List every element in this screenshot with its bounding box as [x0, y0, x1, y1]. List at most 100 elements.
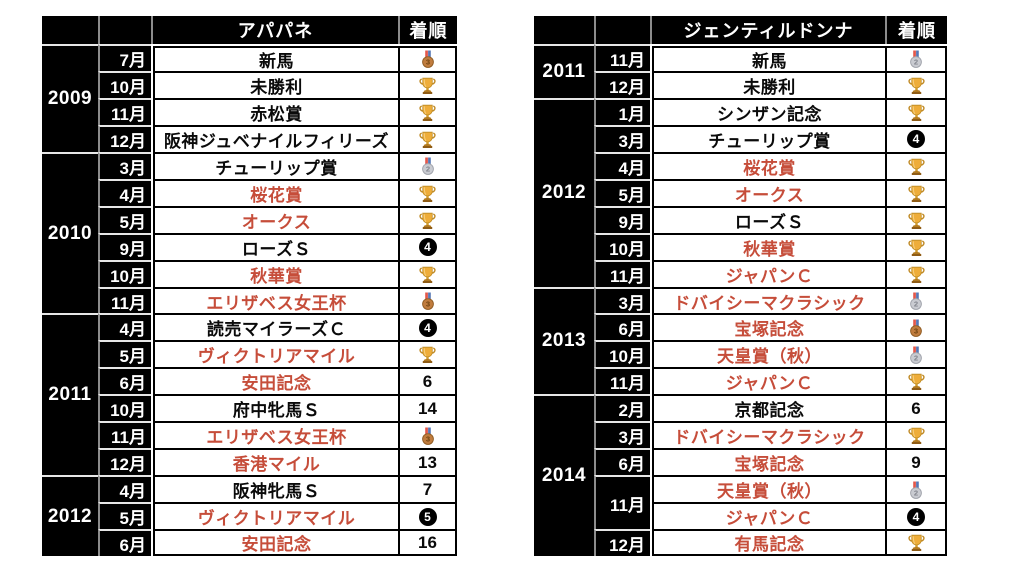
- year-cell: 2010: [42, 151, 98, 314]
- race-cell: シンザン記念: [652, 97, 885, 125]
- month-cell: 6月: [594, 313, 650, 341]
- svg-text:2: 2: [914, 354, 918, 363]
- race-cell: 天皇賞（秋）: [652, 475, 885, 503]
- trophy-icon: [907, 266, 925, 283]
- header-blank-year: [42, 16, 98, 44]
- trophy-icon: [419, 104, 436, 121]
- rank-badge-circled: 4: [418, 238, 437, 257]
- year-cell: 2011: [534, 44, 594, 98]
- race-cell: 阪神ジュベナイルフィリーズ: [153, 124, 398, 152]
- month-cell: 12月: [594, 70, 650, 98]
- month-cell: 3月: [594, 124, 650, 152]
- race-cell: ジャパンＣ: [652, 502, 885, 530]
- rank-cell: [885, 232, 947, 260]
- rank-cell: 6: [398, 367, 457, 395]
- rank-number: 14: [418, 398, 437, 418]
- rank-cell: 16: [398, 529, 457, 556]
- month-cell: 11月: [98, 286, 151, 314]
- race-cell: 未勝利: [652, 70, 885, 98]
- year-cell: 2014: [534, 394, 594, 556]
- svg-text:3: 3: [425, 300, 429, 309]
- race-cell: オークス: [153, 205, 398, 233]
- header-blank-month: [594, 16, 650, 44]
- month-cell: 10月: [98, 259, 151, 287]
- race-cell: 香港マイル: [153, 448, 398, 476]
- year-cell: 2013: [534, 286, 594, 395]
- bronze-medal-icon: 3: [421, 51, 434, 69]
- race-cell: 宝塚記念: [652, 313, 885, 341]
- race-cell: 秋華賞: [153, 259, 398, 287]
- race-cell: エリザベス女王杯: [153, 421, 398, 449]
- month-cell: 6月: [98, 529, 151, 556]
- bronze-medal-icon: 3: [421, 427, 434, 445]
- race-cell: ジャパンＣ: [652, 259, 885, 287]
- month-cell: 10月: [594, 232, 650, 260]
- apapane-results-table: アパパネ 着順 2009 7月 新馬 3 10月 未勝利 11月 赤松賞 12月 阪神ジュベナイル…: [42, 16, 457, 556]
- race-cell: 宝塚記念: [652, 448, 885, 476]
- month-cell: 3月: [594, 286, 650, 314]
- race-cell: 新馬: [153, 46, 398, 71]
- race-cell: オークス: [652, 178, 885, 206]
- rank-cell: [885, 205, 947, 233]
- month-cell: 10月: [594, 340, 650, 368]
- rank-cell: 3: [885, 313, 947, 341]
- rank-cell: 9: [885, 448, 947, 476]
- trophy-icon: [419, 185, 436, 202]
- rank-cell: 3: [398, 46, 457, 71]
- month-cell: 6月: [594, 448, 650, 476]
- header-blank-year: [534, 16, 594, 44]
- month-cell: 4月: [98, 178, 151, 206]
- race-cell: 京都記念: [652, 394, 885, 422]
- trophy-icon: [907, 104, 925, 121]
- month-cell: 11月: [594, 367, 650, 395]
- trophy-icon: [907, 374, 925, 391]
- silver-medal-icon: 2: [910, 51, 922, 69]
- trophy-icon: [419, 131, 436, 148]
- rank-cell: [398, 178, 457, 206]
- trophy-icon: [907, 212, 925, 229]
- race-cell: ジャパンＣ: [652, 367, 885, 395]
- rank-cell: [885, 97, 947, 125]
- rank-cell: [885, 367, 947, 395]
- header-blank-month: [98, 16, 151, 44]
- table-title: ジェンティルドンナ: [650, 16, 885, 44]
- year-cell: 2011: [42, 313, 98, 476]
- race-cell: エリザベス女王杯: [153, 286, 398, 314]
- race-cell: 有馬記念: [652, 529, 885, 556]
- month-cell: 5月: [98, 502, 151, 530]
- rank-cell: [398, 205, 457, 233]
- rank-cell: [885, 421, 947, 449]
- rank-cell: [398, 259, 457, 287]
- rank-cell: 4: [398, 232, 457, 260]
- race-cell: 赤松賞: [153, 97, 398, 125]
- month-cell: 11月: [594, 475, 650, 530]
- rank-cell: 5: [398, 502, 457, 530]
- rank-cell: [398, 124, 457, 152]
- svg-text:2: 2: [425, 165, 429, 174]
- month-cell: 11月: [594, 259, 650, 287]
- rank-number: 13: [418, 452, 437, 472]
- rank-cell: [885, 151, 947, 179]
- month-cell: 5月: [98, 205, 151, 233]
- month-cell: 1月: [594, 97, 650, 125]
- year-cell: 2012: [534, 97, 594, 287]
- svg-text:2: 2: [914, 58, 918, 67]
- svg-text:3: 3: [914, 327, 918, 336]
- month-cell: 4月: [98, 313, 151, 341]
- rank-cell: [398, 340, 457, 368]
- race-cell: 秋華賞: [652, 232, 885, 260]
- silver-medal-icon: 2: [421, 157, 434, 176]
- rank-number: 9: [911, 452, 921, 472]
- rank-cell: 2: [885, 340, 947, 368]
- race-cell: 阪神牝馬Ｓ: [153, 475, 398, 503]
- race-cell: 府中牝馬Ｓ: [153, 394, 398, 422]
- race-cell: ヴィクトリアマイル: [153, 502, 398, 530]
- rank-column-header: 着順: [398, 16, 457, 44]
- rank-badge-circled: 4: [907, 130, 925, 149]
- rank-cell: 13: [398, 448, 457, 476]
- month-cell: 4月: [594, 151, 650, 179]
- trophy-icon: [907, 158, 925, 175]
- month-cell: 2月: [594, 394, 650, 422]
- month-cell: 7月: [98, 44, 151, 71]
- rank-cell: [885, 529, 947, 556]
